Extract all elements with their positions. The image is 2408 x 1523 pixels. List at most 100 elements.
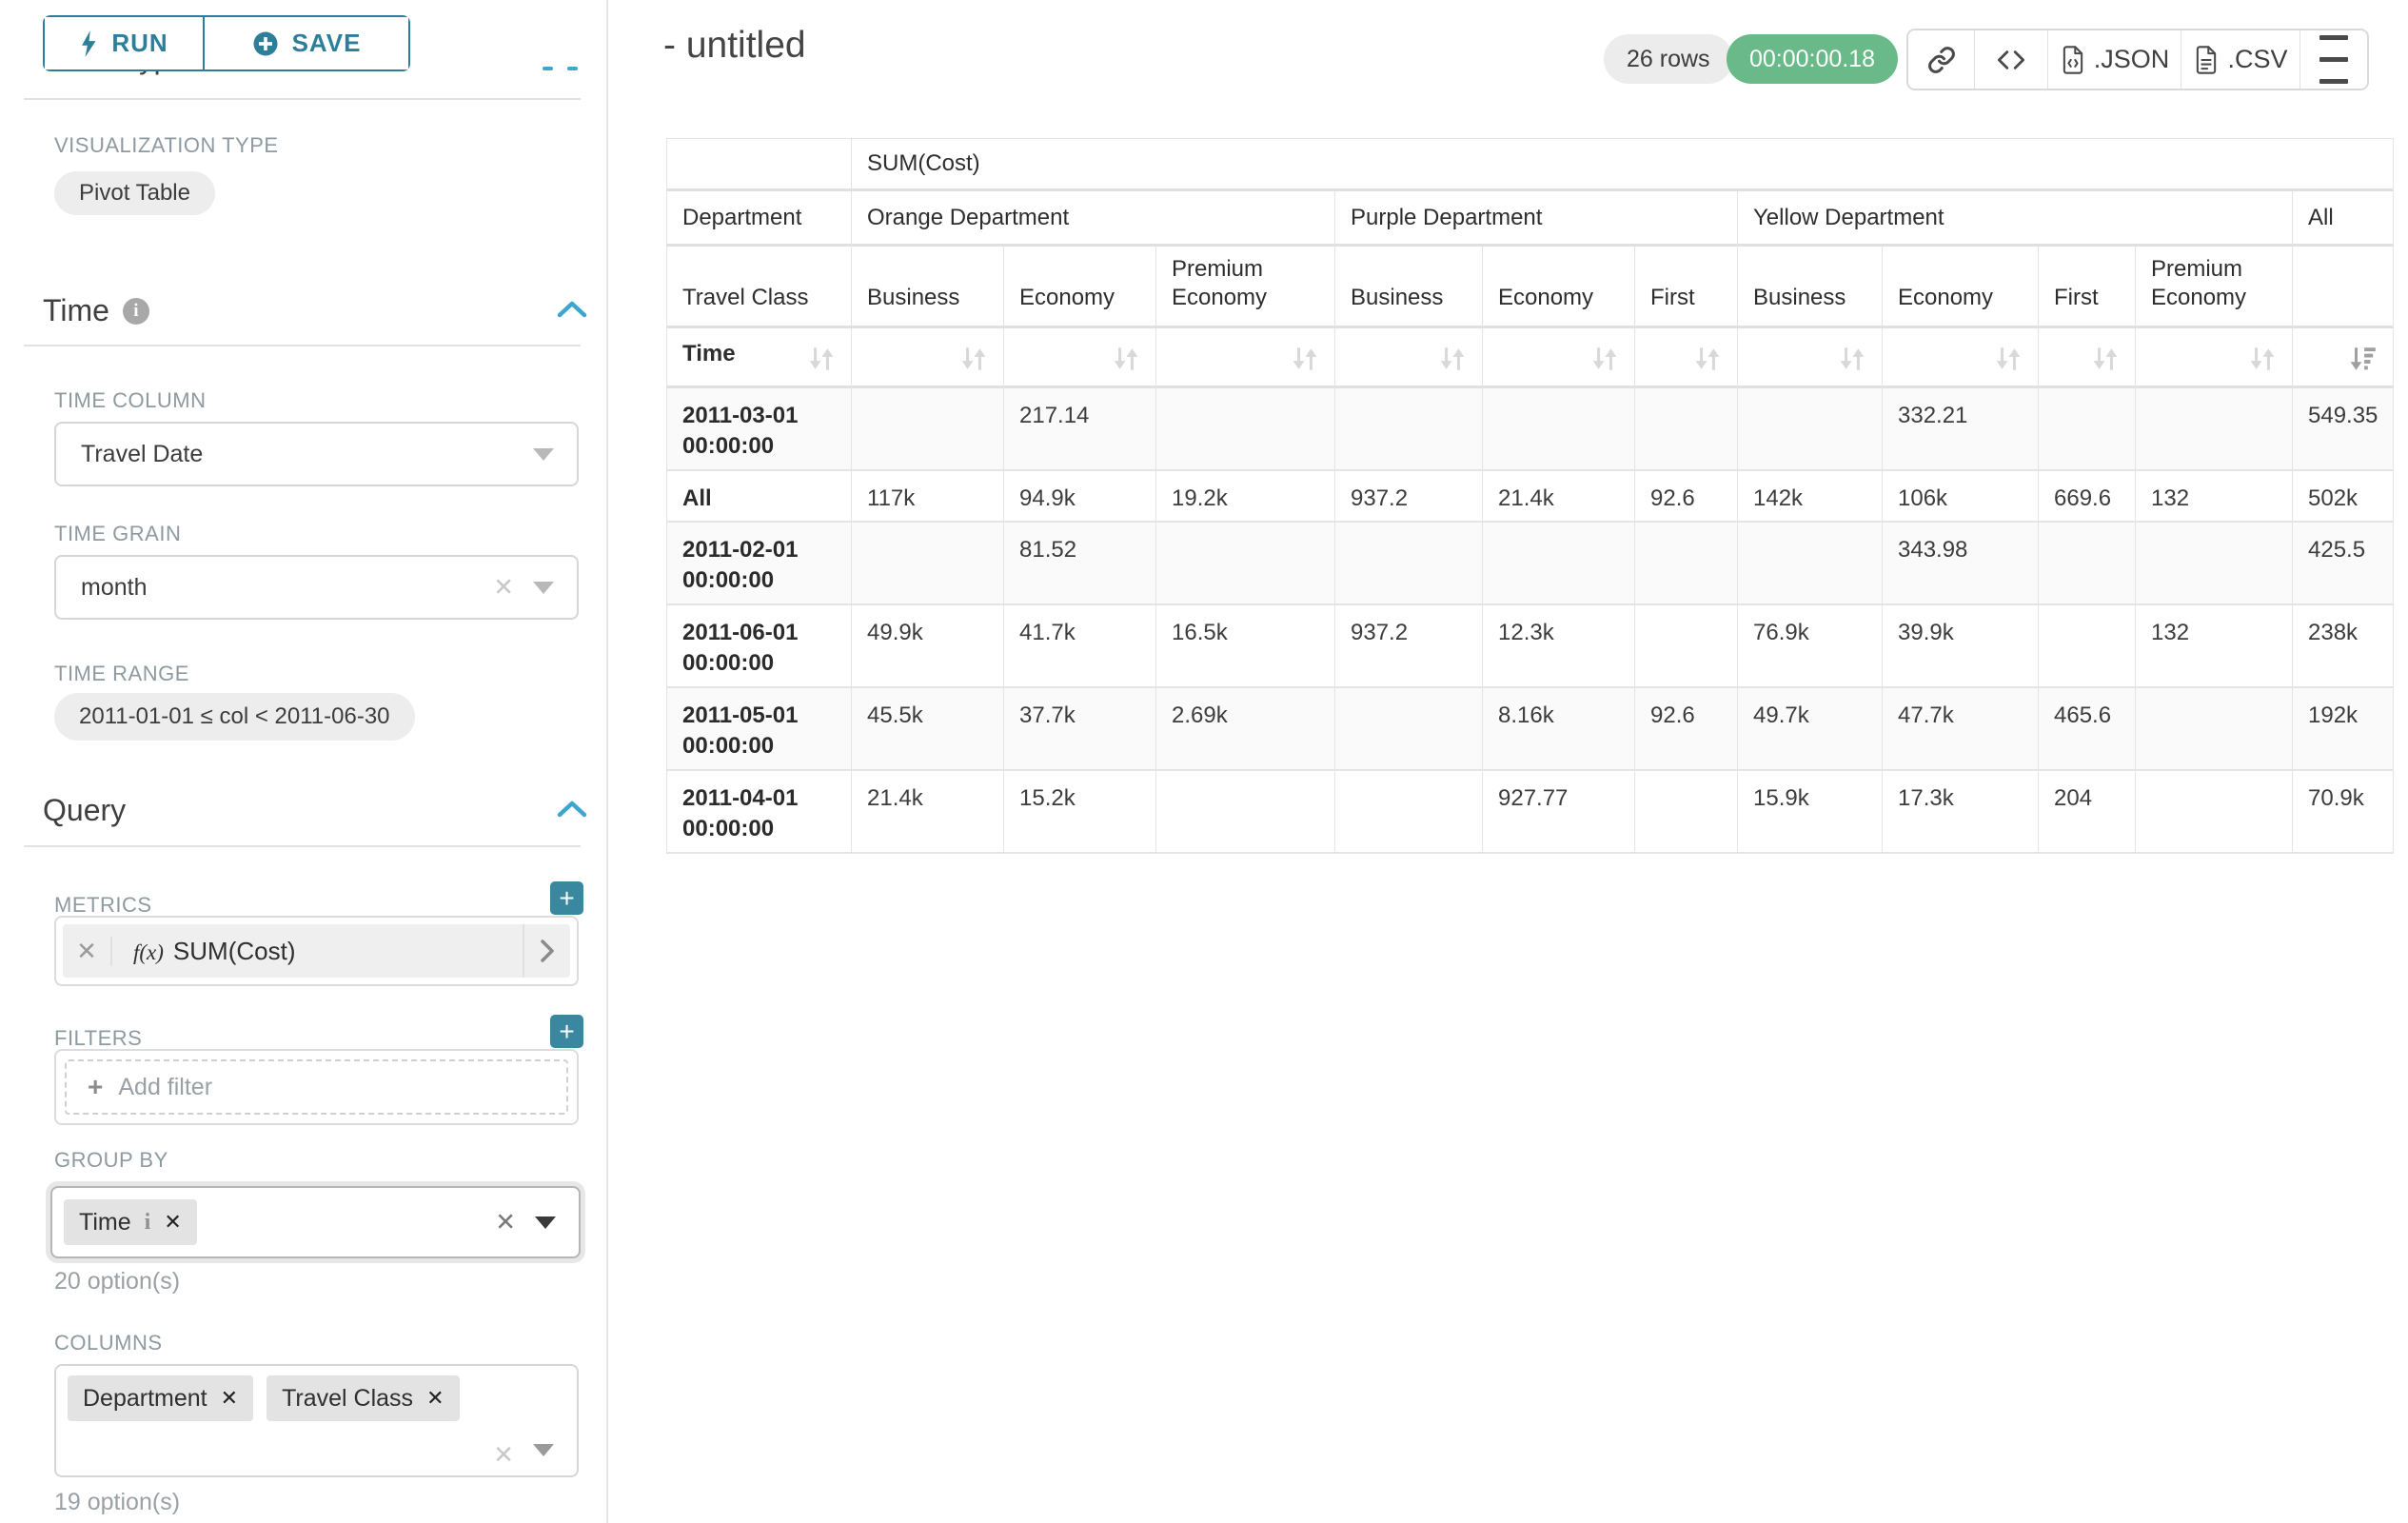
run-button[interactable]: RUN bbox=[45, 17, 205, 69]
table-row: 2011-06-01 00:00:00 49.9k 41.7k 16.5k 937.2 1… bbox=[666, 605, 2395, 688]
clipped-icon-fragment bbox=[567, 67, 578, 70]
filters-label: FILTERS bbox=[54, 1026, 143, 1050]
file-code-icon bbox=[2063, 45, 2082, 74]
table-row: 2011-02-01 00:00:00 81.52 343.98 425.5 bbox=[666, 523, 2395, 605]
pivot-value-cell: 937.2 bbox=[1335, 471, 1483, 523]
chevron-down-icon[interactable] bbox=[535, 1216, 556, 1229]
pivot-value-cell bbox=[1335, 388, 1483, 471]
pivot-sort-column[interactable] bbox=[1156, 328, 1335, 388]
pivot-value-cell: 15.9k bbox=[1738, 771, 1883, 854]
remove-metric-icon[interactable]: ✕ bbox=[63, 936, 112, 966]
pivot-sort-column[interactable] bbox=[1738, 328, 1883, 388]
pivot-value-cell: 217.14 bbox=[1004, 388, 1156, 471]
expand-metric-icon[interactable] bbox=[523, 924, 570, 978]
chart-title[interactable]: - untitled bbox=[663, 25, 806, 66]
pivot-sort-time[interactable]: Time bbox=[666, 328, 852, 388]
pivot-value-cell: 132 bbox=[2136, 605, 2293, 688]
pivot-value-cell bbox=[2136, 771, 2293, 854]
time-column-select[interactable]: Travel Date bbox=[54, 422, 579, 486]
pivot-value-cell bbox=[1156, 771, 1335, 854]
pivot-class-header bbox=[2293, 247, 2395, 328]
time-range-value[interactable]: 2011-01-01 ≤ col < 2011-06-30 bbox=[54, 693, 415, 741]
pivot-value-cell bbox=[1335, 771, 1483, 854]
pivot-value-cell: 2.69k bbox=[1156, 688, 1335, 771]
columns-tag-label: Department bbox=[83, 1384, 207, 1412]
pivot-value-cell: 47.7k bbox=[1883, 688, 2039, 771]
share-link-button[interactable] bbox=[1908, 30, 1975, 89]
pivot-sort-column[interactable] bbox=[2136, 328, 2293, 388]
time-column-label: TIME COLUMN bbox=[54, 388, 207, 412]
chevron-up-icon[interactable] bbox=[557, 300, 587, 319]
time-grain-label: TIME GRAIN bbox=[54, 522, 182, 545]
menu-button[interactable] bbox=[2300, 30, 2367, 89]
pivot-table: SUM(Cost) Department Orange Department Purp… bbox=[666, 138, 2395, 854]
visualization-type-value[interactable]: Pivot Table bbox=[54, 171, 215, 215]
time-section-header: Time i bbox=[43, 293, 149, 328]
save-button[interactable]: SAVE bbox=[205, 17, 408, 69]
remove-tag-icon[interactable]: ✕ bbox=[220, 1386, 239, 1410]
group-by-label: GROUP BY bbox=[54, 1148, 168, 1172]
pivot-value-cell bbox=[1635, 605, 1738, 688]
pivot-sort-column[interactable] bbox=[1483, 328, 1635, 388]
metric-pill[interactable]: ✕ f(x) SUM(Cost) bbox=[63, 924, 570, 978]
plus-circle-icon bbox=[253, 31, 278, 55]
pivot-sort-column[interactable] bbox=[1335, 328, 1483, 388]
metric-name: SUM(Cost) bbox=[172, 936, 296, 965]
group-by-tag: Time i ✕ bbox=[64, 1199, 197, 1245]
chevron-down-icon[interactable] bbox=[533, 1444, 554, 1456]
pivot-value-cell: 343.98 bbox=[1883, 523, 2039, 605]
columns-tag: Department ✕ bbox=[68, 1375, 254, 1421]
clear-icon[interactable]: ✕ bbox=[495, 1207, 516, 1236]
panel-divider bbox=[606, 0, 608, 1523]
remove-tag-icon[interactable]: ✕ bbox=[426, 1386, 444, 1410]
pivot-value-cell: 132 bbox=[2136, 471, 2293, 523]
pivot-value-cell: 92.6 bbox=[1635, 471, 1738, 523]
pivot-value-cell: 465.6 bbox=[2039, 688, 2136, 771]
clear-icon[interactable]: ✕ bbox=[493, 1440, 514, 1469]
pivot-value-cell: 39.9k bbox=[1883, 605, 2039, 688]
add-filter-plus-button[interactable]: + bbox=[550, 1015, 583, 1048]
view-query-button[interactable] bbox=[1975, 30, 2048, 89]
pivot-value-cell bbox=[852, 388, 1004, 471]
chevron-down-icon[interactable] bbox=[533, 448, 554, 461]
columns-select[interactable]: Department ✕ Travel Class ✕ ✕ bbox=[54, 1364, 579, 1477]
pivot-sort-column-active[interactable] bbox=[2293, 328, 2395, 388]
pivot-value-cell: 16.5k bbox=[1156, 605, 1335, 688]
time-grain-select[interactable]: month ✕ bbox=[54, 555, 579, 620]
pivot-sort-column[interactable] bbox=[1883, 328, 2039, 388]
pivot-row-header: 2011-06-01 00:00:00 bbox=[666, 605, 852, 688]
pivot-corner-cell bbox=[666, 138, 852, 191]
pivot-value-cell: 21.4k bbox=[852, 771, 1004, 854]
pivot-sort-column[interactable] bbox=[1635, 328, 1738, 388]
pivot-sort-column[interactable] bbox=[1004, 328, 1156, 388]
pivot-group-header: Yellow Department bbox=[1738, 191, 2293, 247]
group-by-option-count: 20 option(s) bbox=[54, 1268, 181, 1295]
pivot-value-cell bbox=[1483, 523, 1635, 605]
pivot-value-cell: 17.3k bbox=[1883, 771, 2039, 854]
pivot-value-cell: 41.7k bbox=[1004, 605, 1156, 688]
pivot-class-header: First bbox=[2039, 247, 2136, 328]
add-metric-button[interactable]: + bbox=[550, 881, 583, 915]
pivot-value-cell bbox=[1738, 388, 1883, 471]
clear-icon[interactable]: ✕ bbox=[493, 572, 514, 602]
pivot-value-cell bbox=[2136, 388, 2293, 471]
pivot-travel-class-label: Travel Class bbox=[666, 247, 852, 328]
pivot-class-header: Business bbox=[852, 247, 1004, 328]
group-by-select[interactable]: Time i ✕ ✕ bbox=[50, 1186, 581, 1258]
chevron-down-icon[interactable] bbox=[533, 582, 554, 594]
pivot-value-cell bbox=[852, 523, 1004, 605]
pivot-class-header: First bbox=[1635, 247, 1738, 328]
file-text-icon bbox=[2197, 45, 2217, 74]
remove-tag-icon[interactable]: ✕ bbox=[164, 1210, 182, 1234]
bolt-icon bbox=[82, 30, 96, 57]
divider bbox=[24, 845, 581, 847]
chevron-up-icon[interactable] bbox=[557, 800, 587, 819]
pivot-class-header: Premium Economy bbox=[1156, 247, 1335, 328]
pivot-group-header: Purple Department bbox=[1335, 191, 1738, 247]
export-csv-button[interactable]: .CSV bbox=[2181, 30, 2300, 89]
pivot-value-cell: 19.2k bbox=[1156, 471, 1335, 523]
export-json-button[interactable]: .JSON bbox=[2048, 30, 2181, 89]
pivot-sort-column[interactable] bbox=[2039, 328, 2136, 388]
add-filter-button[interactable]: + Add filter bbox=[65, 1059, 568, 1115]
pivot-sort-column[interactable] bbox=[852, 328, 1004, 388]
